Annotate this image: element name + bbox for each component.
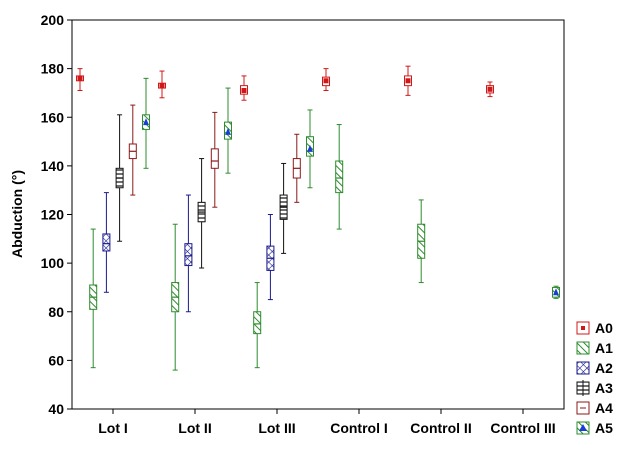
box-a4 bbox=[210, 111, 219, 208]
legend-item-a3: A3 bbox=[576, 380, 613, 396]
box-a5 bbox=[142, 77, 150, 169]
box-a1 bbox=[89, 228, 98, 369]
legend-item-a4: A4 bbox=[576, 400, 613, 416]
mean-marker bbox=[241, 88, 247, 94]
box-body bbox=[102, 233, 111, 252]
x-tick-label: Control III bbox=[490, 420, 555, 436]
x-tick-label: Control II bbox=[410, 420, 471, 436]
y-axis: 40 60 80 100 120 140 160 180 200 bbox=[41, 12, 72, 417]
box-a0 bbox=[240, 75, 248, 101]
x-axis: Lot I Lot II Lot III Control I Control II Con… bbox=[98, 409, 556, 436]
mean-marker bbox=[307, 144, 313, 152]
box-a1 bbox=[335, 124, 344, 230]
legend-label: A5 bbox=[595, 420, 613, 436]
box-body bbox=[253, 311, 262, 335]
y-tick-label: 80 bbox=[48, 304, 64, 320]
box-a0 bbox=[404, 65, 412, 96]
legend-item-a2: A2 bbox=[576, 360, 613, 376]
box-a1 bbox=[171, 223, 180, 371]
mean-marker bbox=[487, 86, 493, 92]
x-tick-label: Lot I bbox=[98, 420, 128, 436]
legend-item-a1: A1 bbox=[576, 340, 613, 356]
y-tick-label: 180 bbox=[41, 61, 65, 77]
legend-item-a0: A0 bbox=[576, 320, 613, 336]
mean-marker bbox=[405, 78, 411, 84]
mean-marker bbox=[143, 118, 149, 126]
box-body bbox=[210, 148, 219, 169]
mean-marker bbox=[77, 75, 83, 81]
box-body bbox=[335, 160, 344, 194]
mean-marker bbox=[323, 78, 329, 84]
y-tick-label: 140 bbox=[41, 158, 65, 174]
box-a3 bbox=[197, 158, 206, 269]
box-a2 bbox=[102, 192, 111, 293]
box-a2 bbox=[266, 214, 275, 301]
legend-marker bbox=[579, 424, 587, 431]
y-tick-label: 120 bbox=[41, 207, 65, 223]
legend-label: A1 bbox=[595, 340, 613, 356]
box-a0 bbox=[158, 70, 166, 99]
box-a0 bbox=[322, 68, 330, 92]
legend-swatch bbox=[576, 361, 590, 375]
box-a1 bbox=[417, 199, 426, 284]
box-a5 bbox=[306, 109, 314, 189]
mean-marker bbox=[225, 127, 231, 135]
y-tick-label: 160 bbox=[41, 109, 65, 125]
box-a3 bbox=[279, 162, 288, 254]
box-series bbox=[76, 65, 560, 371]
legend: A0 A1 A2 A3 A4 A5 bbox=[576, 320, 613, 436]
box-a0 bbox=[76, 68, 84, 92]
mean-marker bbox=[159, 83, 165, 89]
x-tick-label: Control I bbox=[330, 420, 388, 436]
legend-label: A4 bbox=[595, 400, 613, 416]
box-a4 bbox=[128, 104, 137, 196]
y-tick-label: 60 bbox=[48, 352, 64, 368]
box-a4 bbox=[292, 133, 301, 203]
box-a5 bbox=[552, 285, 560, 299]
y-tick-label: 40 bbox=[48, 401, 64, 417]
legend-marker bbox=[581, 326, 585, 330]
y-tick-label: 100 bbox=[41, 255, 65, 271]
box-body bbox=[184, 243, 193, 267]
legend-label: A3 bbox=[595, 380, 613, 396]
mean-marker bbox=[553, 288, 559, 296]
box-a1 bbox=[253, 282, 262, 369]
x-tick-label: Lot III bbox=[258, 420, 295, 436]
box-a5 bbox=[224, 87, 232, 174]
legend-label: A2 bbox=[595, 360, 613, 376]
x-tick-label: Lot II bbox=[178, 420, 211, 436]
legend-item-a5: A5 bbox=[576, 420, 613, 436]
box-a2 bbox=[184, 194, 193, 313]
legend-swatch bbox=[576, 341, 590, 355]
legend-label: A0 bbox=[595, 320, 613, 336]
y-axis-label: Abduction (°) bbox=[9, 170, 25, 258]
box-a0 bbox=[486, 81, 494, 98]
box-a3 bbox=[115, 114, 124, 242]
y-tick-label: 200 bbox=[41, 12, 65, 28]
plot-area bbox=[71, 19, 565, 410]
